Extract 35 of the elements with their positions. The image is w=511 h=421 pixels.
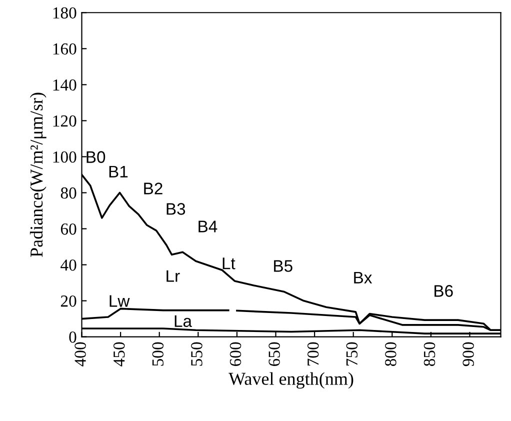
y-tick-label: 100 (53, 151, 76, 163)
x-tick-label: 600 (230, 342, 242, 366)
annotation: B1 (109, 166, 128, 178)
y-tick-label: 160 (53, 43, 76, 55)
annotation: B5 (274, 260, 292, 272)
x-tick-label: 500 (152, 342, 164, 366)
x-tick-label: 750 (346, 342, 358, 366)
x-tick-label: 650 (268, 342, 280, 366)
y-tick-label: 20 (60, 295, 76, 307)
y-tick-label: 40 (60, 259, 76, 271)
y-tick-label: 140 (53, 79, 76, 91)
x-tick-label: 700 (307, 342, 319, 366)
x-tick-label: 550 (191, 342, 202, 366)
y-tick-label: 0 (69, 332, 76, 343)
y-axis-title: Padiance(W/m²/μm/sr) (30, 92, 46, 257)
annotation: Lw (110, 295, 130, 307)
annotation: B6 (434, 285, 453, 297)
y-tick-label: 120 (53, 115, 76, 127)
x-tick-label: 400 (74, 342, 86, 366)
annotation: B4 (198, 220, 218, 232)
y-tick-label: 80 (60, 187, 76, 199)
y-tick-label: 60 (60, 223, 76, 235)
annotation: B3 (166, 203, 186, 215)
annotation: B2 (144, 182, 162, 194)
annotation: Bx (354, 272, 372, 284)
x-tick-label: 800 (385, 342, 396, 366)
x-tick-label: 850 (424, 342, 436, 366)
annotation: La (174, 315, 192, 328)
annotation: Lt (222, 258, 236, 270)
x-axis-title: Wavel ength(nm) (228, 372, 354, 389)
x-tick-label: 450 (113, 342, 125, 366)
x-tick-label: 900 (462, 342, 474, 366)
annotation: Lr (166, 270, 180, 282)
y-tick-label: 180 (53, 7, 76, 19)
annotation: B0 (86, 151, 106, 163)
